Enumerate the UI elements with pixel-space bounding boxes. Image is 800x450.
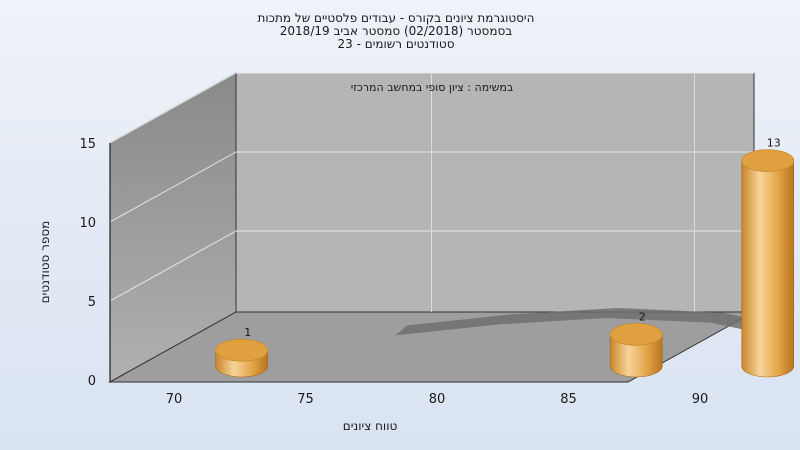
bar-body: [609, 334, 663, 378]
bar-top: [215, 338, 269, 362]
bars: [215, 149, 795, 378]
y-tick-label: 10: [79, 216, 96, 231]
bar: [741, 149, 795, 378]
x-tick-label: 90: [692, 392, 709, 407]
chart-subtitle: במשימה : ציון סופי במחשב המרכזי: [351, 81, 514, 94]
bar-body: [741, 160, 795, 378]
back-wall: [235, 72, 755, 313]
x-axis-title: טווח ציונים: [343, 419, 398, 433]
title-line-1: היסטוגרמת ציונים בקורס - עבודים פלסטיים …: [258, 11, 535, 25]
x-tick-label: 75: [297, 392, 314, 407]
bar-top: [741, 149, 795, 173]
grid-line-side: [109, 151, 237, 223]
gray-curve: [395, 307, 776, 336]
bar: [609, 322, 663, 378]
bar-labels: 121361: [244, 137, 781, 340]
title-line-3: סטודנטים רשומים - 23: [337, 37, 454, 51]
bar-value-label: 13: [767, 137, 781, 150]
grid-line-side: [109, 72, 237, 144]
bar-value-label: 1: [244, 326, 251, 339]
x-tick-labels: 707580859095100: [166, 392, 709, 407]
bar-top: [609, 322, 663, 346]
grid-line-side: [109, 230, 237, 302]
chart-title: היסטוגרמת ציונים בקורס - עבודים פלסטיים …: [258, 11, 535, 51]
y-tick-labels: 0 5 10 15: [79, 137, 96, 389]
gridlines: [109, 72, 754, 382]
x-tick-label: 70: [166, 392, 183, 407]
y-axis-title: מספר סטודנטים: [38, 221, 52, 304]
x-tick-label: 85: [560, 392, 577, 407]
y-tick-label: 5: [88, 295, 96, 310]
bar: [215, 338, 269, 378]
x-tick-label: 80: [429, 392, 446, 407]
plot-walls: [108, 72, 756, 383]
bar-value-label: 2: [639, 310, 646, 323]
y-tick-label: 0: [88, 374, 96, 389]
gray-curve-layer: [395, 307, 776, 336]
y-tick-label: 15: [79, 137, 96, 152]
title-line-2: בסמסטר (02/2018) סמסטר אביב 2018/19: [280, 24, 512, 38]
